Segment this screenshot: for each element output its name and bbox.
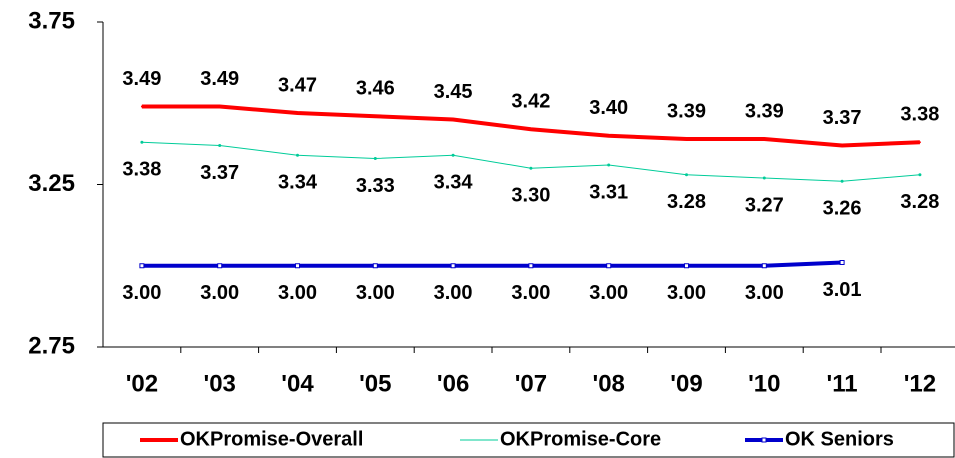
point-marker	[529, 128, 532, 131]
data-label: 3.37	[823, 107, 862, 129]
series-line	[141, 141, 920, 182]
point-marker	[606, 263, 612, 269]
data-label: 3.39	[745, 100, 784, 122]
x-tick-label: '10	[748, 370, 780, 397]
y-tick-label: 2.75	[28, 332, 75, 359]
data-label: 3.00	[200, 282, 239, 304]
point-marker	[373, 157, 377, 160]
point-marker	[140, 105, 143, 108]
data-label: 3.39	[667, 100, 706, 122]
data-label: 3.30	[511, 185, 550, 207]
point-marker	[685, 173, 688, 177]
data-label: 3.42	[511, 91, 550, 113]
point-marker	[685, 138, 688, 140]
data-label: 3.00	[278, 282, 317, 304]
data-label: 3.34	[278, 172, 318, 194]
point-marker	[140, 140, 144, 144]
point-marker	[529, 166, 533, 170]
point-marker	[452, 118, 455, 121]
data-label: 3.00	[356, 282, 395, 304]
point-marker	[451, 153, 455, 157]
legend-label: OKPromise-Overall	[180, 428, 363, 450]
point-marker	[218, 105, 221, 108]
data-label: 3.33	[356, 175, 395, 197]
data-label: 3.37	[200, 162, 239, 184]
data-label: 3.38	[122, 159, 161, 181]
x-tick-label: '03	[203, 370, 235, 397]
point-marker	[684, 263, 689, 269]
data-label: 3.27	[745, 194, 784, 216]
data-label: 3.00	[745, 282, 784, 304]
point-marker	[839, 260, 845, 265]
point-marker	[217, 263, 223, 269]
y-tick-label: 3.25	[28, 170, 75, 197]
series-line	[141, 260, 843, 268]
x-tick-label: '12	[904, 370, 936, 397]
point-marker	[918, 141, 921, 144]
data-label: 3.49	[200, 68, 239, 90]
legend-label: OKPromise-Core	[500, 428, 661, 450]
data-label: 3.47	[278, 74, 317, 96]
point-marker	[763, 138, 766, 140]
point-marker	[218, 144, 222, 147]
data-label: 3.31	[589, 181, 628, 203]
x-tick-label: '09	[670, 370, 702, 397]
point-marker	[295, 263, 300, 269]
legend-marker	[761, 437, 767, 443]
data-label: 3.00	[511, 282, 550, 304]
point-marker	[761, 263, 767, 269]
point-marker	[296, 112, 299, 114]
x-tick-label: '04	[281, 370, 314, 397]
data-label: 3.00	[122, 282, 161, 304]
x-tick-label: '05	[359, 370, 391, 397]
data-label: 3.01	[823, 279, 862, 301]
point-marker	[607, 163, 611, 167]
data-label: 3.28	[667, 191, 706, 213]
data-label: 3.28	[900, 191, 939, 213]
data-label: 3.40	[589, 97, 628, 119]
point-marker	[841, 144, 844, 147]
data-label: 3.00	[589, 282, 628, 304]
point-marker	[528, 263, 534, 269]
data-label: 3.00	[434, 282, 473, 304]
data-label: 3.46	[356, 78, 395, 100]
point-marker	[840, 179, 844, 183]
point-marker	[450, 263, 456, 269]
x-tick-label: '11	[827, 370, 858, 397]
point-marker	[762, 176, 766, 180]
legend-box	[102, 422, 955, 458]
point-marker	[296, 153, 299, 157]
y-tick-label: 3.75	[28, 7, 75, 34]
point-marker	[139, 263, 145, 269]
x-tick-label: '02	[126, 370, 158, 397]
point-marker	[374, 115, 377, 118]
data-label: 3.00	[667, 282, 706, 304]
x-tick-label: '08	[592, 370, 624, 397]
point-marker	[607, 134, 610, 137]
point-marker	[918, 173, 922, 177]
data-label: 3.49	[122, 68, 161, 90]
x-tick-label: '06	[437, 370, 469, 397]
data-label: 3.38	[900, 104, 939, 126]
data-label: 3.26	[823, 198, 862, 220]
legend-label: OK Seniors	[785, 428, 894, 450]
data-label: 3.45	[434, 81, 473, 103]
x-tick-label: '07	[515, 370, 547, 397]
point-marker	[372, 263, 378, 269]
data-label: 3.34	[434, 172, 474, 194]
